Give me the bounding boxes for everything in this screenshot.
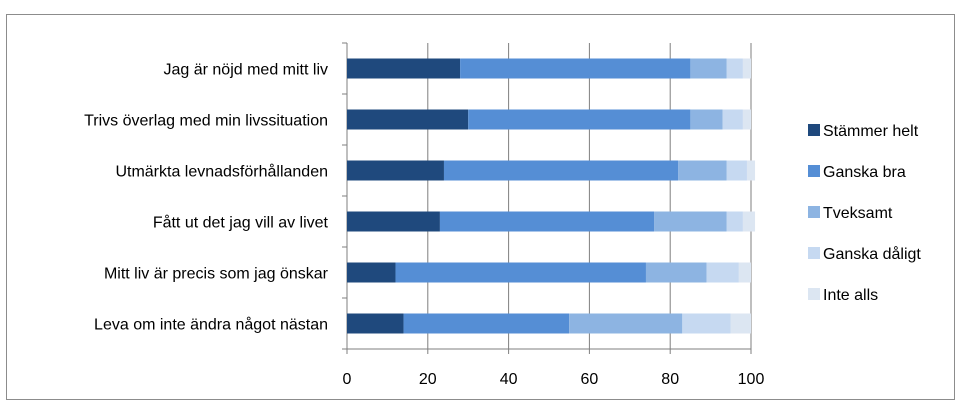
bar-segment-5-3 [682,313,731,334]
bar-segment-0-2 [690,58,727,79]
x-tick-label-5: 100 [738,371,765,388]
category-label-0: Jag är nöjd med mitt liv [163,62,328,79]
bar-segment-0-0 [347,58,461,79]
bar-segment-3-4 [742,211,756,232]
bar-segment-3-0 [347,211,440,232]
bar-segment-3-2 [654,211,727,232]
legend-label-3: Ganska dåligt [823,245,921,263]
bar-segment-5-1 [403,313,570,334]
legend-swatch-2 [808,206,820,218]
legend-label-0: Stämmer helt [823,123,919,140]
bar-segment-1-1 [468,109,691,130]
bar-segment-5-4 [730,313,751,334]
category-label-1: Trivs överlag med min livssituation [84,113,328,130]
bar-segment-3-3 [726,211,743,232]
x-tick-label-2: 40 [500,371,518,388]
bar-segment-4-3 [706,262,739,283]
x-tick-label-0: 0 [343,371,352,388]
x-tick-label-1: 20 [419,371,437,388]
category-label-5: Leva om inte ändra något nästan [94,316,328,334]
bar-segment-5-0 [347,313,404,334]
legend-swatch-1 [808,165,820,177]
bar-segment-2-0 [347,160,444,181]
bar-segment-2-4 [746,160,756,181]
bar-segment-0-4 [742,58,751,79]
legend-swatch-3 [808,247,820,259]
bar-segment-0-3 [726,58,743,79]
bar-segment-2-1 [443,160,679,181]
legend-swatch-4 [808,288,820,300]
bar-segment-5-2 [569,313,683,334]
bar-segment-1-0 [347,109,469,130]
bar-segment-1-4 [742,109,751,130]
legend-label-1: Ganska bra [823,164,906,181]
bar-segment-4-4 [738,262,751,283]
x-tick-label-4: 80 [661,371,679,388]
category-label-2: Utmärkta levnadsförhållanden [115,163,328,181]
bar-segment-1-3 [722,109,743,130]
legend-swatch-0 [808,124,820,136]
bar-segment-4-2 [645,262,707,283]
category-label-3: Fått ut det jag vill av livet [153,214,329,232]
bar-segment-2-3 [726,160,747,181]
legend-label-2: Tveksamt [823,205,893,222]
bar-segment-1-2 [690,109,723,130]
bar-segment-0-1 [460,58,691,79]
bar-segment-4-0 [347,262,396,283]
x-tick-label-3: 60 [581,371,599,388]
bar-segment-4-1 [395,262,646,283]
legend-label-4: Inte alls [823,287,878,304]
category-label-4: Mitt liv är precis som jag önskar [104,266,329,283]
bar-segment-3-1 [439,211,655,232]
bar-segment-2-2 [678,160,727,181]
